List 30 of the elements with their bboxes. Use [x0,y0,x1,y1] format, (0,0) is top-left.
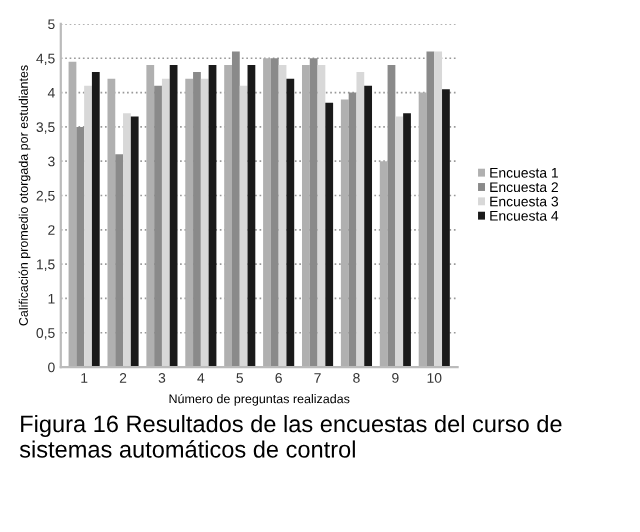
bar [154,85,162,368]
bar [91,71,100,368]
bar [309,58,318,368]
bar [193,71,201,368]
bar [200,78,209,368]
bar [395,116,404,368]
bar [169,65,178,368]
text: Figura 16 Resultados de las encuestas del curso de sistemas automáticos de control [19,414,562,458]
bar [387,65,396,368]
bar [442,89,450,368]
bar [239,85,248,368]
bar [426,51,435,368]
bar [286,78,295,368]
bar [317,65,326,368]
bar [231,51,240,368]
bar [247,65,256,368]
bar [208,65,217,368]
bar [270,58,279,368]
bar [84,85,92,368]
bar [76,126,85,368]
bar [356,71,365,368]
bar [364,85,373,368]
bar [434,51,443,368]
bar [123,113,131,368]
bar [325,102,334,368]
bar [278,65,287,368]
bar [403,113,411,368]
bar [161,78,170,368]
bar [130,116,139,368]
bar [115,154,124,368]
